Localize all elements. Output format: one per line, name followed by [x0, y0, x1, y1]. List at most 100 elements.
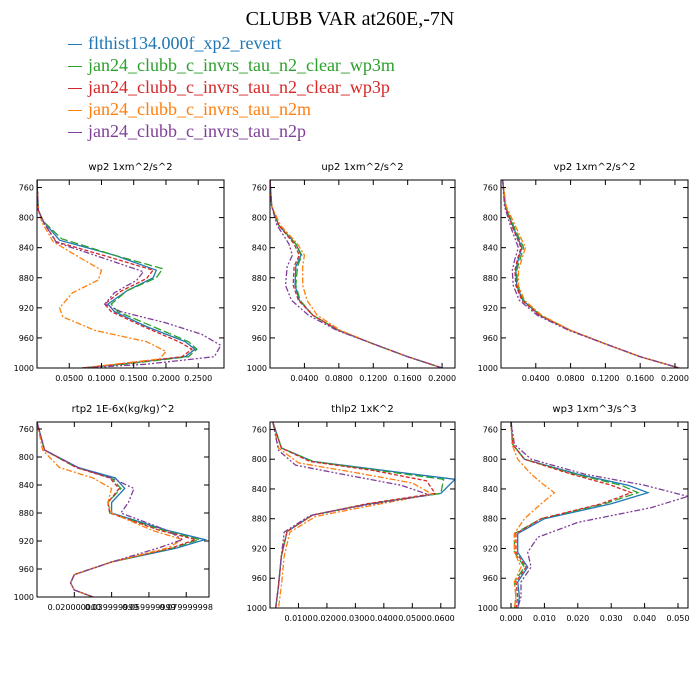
series-line-1	[37, 180, 197, 368]
y-tick-label: 880	[19, 274, 34, 283]
x-tick-label: 0.2000	[152, 374, 180, 383]
y-tick-label: 840	[483, 244, 498, 253]
figure-title: CLUBB VAR at260E,-7N	[245, 8, 455, 30]
x-tick-label: 0.040	[633, 614, 656, 623]
y-tick-label: 760	[483, 184, 498, 193]
x-tick-label: 0.2000	[428, 374, 456, 383]
y-tick-label: 760	[483, 425, 498, 434]
y-tick-label: 1000	[14, 593, 34, 602]
x-tick-label: 0.030	[600, 614, 623, 623]
y-tick-label: 920	[19, 537, 34, 546]
legend-label: jan24_clubb_c_invrs_tau_n2p	[88, 121, 306, 141]
y-tick-label: 800	[483, 455, 498, 464]
series-line-5	[272, 422, 430, 608]
series-line-5	[502, 180, 680, 368]
y-tick-label: 840	[252, 244, 267, 253]
series-line-2	[272, 422, 445, 608]
y-tick-label: 960	[19, 565, 34, 574]
y-tick-label: 840	[483, 485, 498, 494]
x-tick-label: 0.0500	[398, 614, 426, 623]
y-tick-label: 840	[19, 244, 34, 253]
y-tick-label: 800	[19, 453, 34, 462]
y-tick-label: 880	[483, 515, 498, 524]
series-line-4	[510, 422, 556, 608]
panel-title: thlp2 1xK^2	[331, 404, 394, 415]
panel-title: up2 1xm^2/s^2	[321, 162, 403, 173]
x-tick-label: 0.1200	[591, 374, 619, 383]
y-tick-label: 960	[483, 334, 498, 343]
y-tick-label: 840	[252, 485, 267, 494]
series-line-2	[37, 422, 202, 597]
panel-4: rtp2 1E-6x(kg/kg)^2 760 800 840 880 920 960 100…	[14, 404, 213, 612]
panel-title: rtp2 1E-6x(kg/kg)^2	[72, 404, 175, 415]
x-tick-label: 0.0500	[55, 374, 83, 383]
panel-title: vp2 1xm^2/s^2	[554, 162, 636, 173]
x-tick-label: 0.2500	[184, 374, 212, 383]
y-tick-label: 920	[252, 304, 267, 313]
series-line-2	[37, 180, 198, 368]
x-tick-label: 0.0100	[284, 614, 312, 623]
y-tick-label: 1000	[247, 364, 267, 373]
x-tick-label: 0.1000	[87, 374, 115, 383]
y-tick-label: 800	[483, 214, 498, 223]
series-line-1	[270, 180, 443, 368]
series-line-5	[270, 180, 443, 368]
series-line-3	[37, 422, 198, 597]
y-tick-label: 760	[19, 184, 34, 193]
x-tick-label: 0.0400	[522, 374, 550, 383]
legend-item-5: jan24_clubb_c_invrs_tau_n2p	[68, 120, 395, 142]
panel-2: up2 1xm^2/s^2 760 800 840 880 920 960 1000 0.040…	[247, 162, 456, 383]
y-tick-label: 760	[252, 184, 267, 193]
y-tick-label: 920	[483, 544, 498, 553]
x-tick-label: 0.0600	[427, 614, 455, 623]
series-line-3	[510, 422, 634, 608]
series-line-5	[510, 422, 688, 608]
legend-label: jan24_clubb_c_invrs_tau_n2_clear_wp3m	[88, 55, 395, 75]
series-line-1	[37, 422, 208, 597]
x-tick-label: 0.1500	[120, 374, 148, 383]
series-line-1	[272, 422, 455, 608]
series-line-4	[37, 422, 185, 597]
x-tick-label: 0.059999999	[122, 603, 175, 612]
y-tick-label: 960	[19, 334, 34, 343]
legend-item-1: flthist134.000f_xp2_revert	[68, 32, 395, 54]
y-tick-label: 840	[19, 481, 34, 490]
series-line-4	[37, 180, 168, 368]
x-tick-label: 0.000	[500, 614, 523, 623]
series-line-1	[510, 422, 650, 608]
y-tick-label: 800	[19, 214, 34, 223]
y-tick-label: 960	[252, 574, 267, 583]
series-line-5	[37, 422, 185, 597]
x-tick-label: 0.079999998	[160, 603, 213, 612]
plot-frame	[500, 179, 689, 369]
x-tick-label: 0.020000000	[48, 603, 101, 612]
plot-frame	[36, 179, 225, 369]
panel-3: vp2 1xm^2/s^2 760 800 840 880 920 960 1000 0.040…	[478, 162, 689, 383]
y-tick-label: 880	[252, 274, 267, 283]
x-tick-label: 0.020	[566, 614, 589, 623]
y-tick-label: 1000	[247, 604, 267, 613]
x-tick-label: 0.0800	[557, 374, 585, 383]
series-line-3	[272, 422, 437, 608]
legend-item-2: jan24_clubb_c_invrs_tau_n2_clear_wp3m	[68, 54, 395, 76]
legend-swatch	[68, 132, 82, 134]
legend-swatch	[68, 110, 82, 112]
panel-6: wp3 1xm^3/s^3 760 800 840 880 920 960 10000.000…	[478, 404, 690, 623]
panel-title: wp3 1xm^3/s^3	[552, 404, 636, 415]
panel-title: wp2 1xm^2/s^2	[88, 162, 172, 173]
legend-swatch	[68, 66, 82, 68]
x-tick-label: 0.050	[667, 614, 690, 623]
legend-label: jan24_clubb_c_invrs_tau_n2m	[88, 99, 311, 119]
legend-swatch	[68, 44, 82, 46]
series-line-3	[37, 180, 193, 368]
series-line-5	[37, 180, 222, 368]
y-tick-label: 1000	[478, 604, 498, 613]
x-tick-label: 0.010	[533, 614, 556, 623]
x-tick-label: 0.1200	[359, 374, 387, 383]
y-tick-label: 1000	[478, 364, 498, 373]
y-tick-label: 1000	[14, 364, 34, 373]
plot-frame	[269, 421, 456, 609]
y-tick-label: 800	[252, 455, 267, 464]
